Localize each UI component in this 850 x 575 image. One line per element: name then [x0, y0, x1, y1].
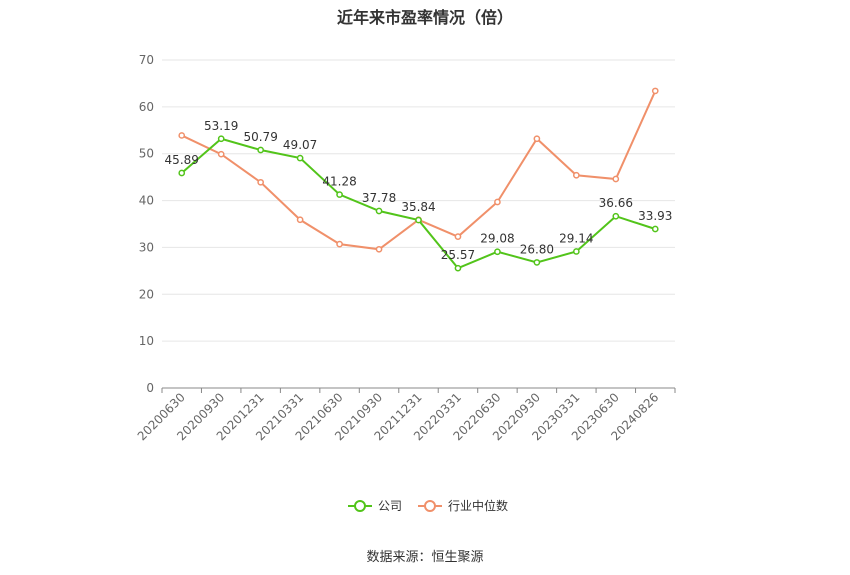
data-point	[572, 248, 580, 255]
y-tick-label: 70	[139, 53, 154, 67]
data-label: 41.28	[322, 175, 356, 189]
data-label: 53.19	[204, 119, 238, 133]
data-point	[336, 191, 343, 198]
y-tick-label: 50	[139, 147, 154, 161]
legend-marker	[354, 500, 366, 512]
data-label: 33.93	[638, 209, 672, 223]
data-point	[651, 87, 659, 95]
data-point	[217, 135, 225, 143]
data-point	[217, 150, 225, 158]
legend-label: 行业中位数	[448, 498, 508, 513]
data-point	[257, 178, 265, 186]
y-tick-label: 0	[146, 381, 154, 395]
source-note: 数据来源：恒生聚源	[366, 550, 484, 565]
data-point	[415, 216, 422, 224]
grid-lines	[162, 59, 675, 342]
legend-marker	[424, 500, 436, 512]
data-label: 37.78	[362, 191, 396, 205]
data-label: 36.66	[599, 196, 633, 210]
series-group	[178, 87, 659, 272]
data-point	[375, 207, 383, 215]
x-axis: 2020063020200930202012312021033120210630…	[135, 387, 676, 443]
data-point	[533, 135, 541, 143]
data-label: 50.79	[243, 130, 277, 144]
data-label: 35.84	[401, 200, 435, 214]
data-point	[178, 132, 186, 139]
data-label: 29.14	[559, 231, 593, 245]
data-point	[651, 225, 659, 233]
y-tick-label: 60	[139, 100, 154, 114]
data-label: 29.08	[480, 232, 514, 246]
chart-title: 近年来市盈率情况（倍）	[336, 8, 513, 27]
data-point	[572, 171, 580, 179]
data-point	[612, 175, 620, 183]
data-point	[612, 212, 620, 220]
y-tick-label: 10	[139, 334, 154, 348]
y-tick-label: 30	[139, 240, 154, 254]
data-point	[336, 240, 343, 248]
data-label: 45.89	[165, 153, 199, 167]
data-label: 49.07	[283, 138, 317, 152]
y-axis-ticks: 0 10 20 30 40 50 60 70	[139, 53, 154, 395]
legend-label: 公司	[378, 499, 402, 513]
data-point	[494, 248, 501, 256]
data-labels: 45.89 53.19 50.79 49.07 41.28 37.78 35.84 25.57…	[165, 119, 673, 262]
data-point	[533, 259, 541, 266]
y-tick-label: 40	[139, 194, 154, 208]
legend[interactable]: 公司 行业中位数	[348, 498, 508, 513]
data-point	[296, 216, 304, 224]
data-point	[178, 169, 186, 177]
data-point	[257, 146, 265, 154]
data-point	[494, 198, 501, 206]
data-point	[454, 233, 462, 241]
data-point	[375, 245, 383, 253]
data-label: 26.80	[520, 242, 554, 256]
series-line	[181, 90, 657, 251]
data-label: 25.57	[441, 248, 475, 262]
data-point	[296, 154, 304, 162]
y-tick-label: 20	[139, 287, 154, 301]
data-point	[454, 264, 462, 272]
